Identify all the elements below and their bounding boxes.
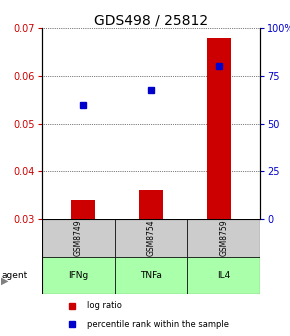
Text: IL4: IL4 <box>217 271 230 280</box>
Bar <box>139 191 163 219</box>
Bar <box>115 256 187 294</box>
Bar <box>187 219 260 256</box>
Bar <box>42 219 115 256</box>
Bar <box>207 38 231 219</box>
Text: GSM8759: GSM8759 <box>219 219 228 256</box>
Bar <box>42 256 115 294</box>
Text: TNFa: TNFa <box>140 271 162 280</box>
Bar <box>71 200 95 219</box>
Text: percentile rank within the sample: percentile rank within the sample <box>87 320 229 329</box>
Text: IFNg: IFNg <box>68 271 88 280</box>
Text: ▶: ▶ <box>1 276 9 286</box>
Text: agent: agent <box>1 271 28 280</box>
Text: log ratio: log ratio <box>87 301 122 310</box>
Bar <box>187 256 260 294</box>
Text: GSM8754: GSM8754 <box>146 219 155 256</box>
Title: GDS498 / 25812: GDS498 / 25812 <box>94 13 208 27</box>
Text: GSM8749: GSM8749 <box>74 219 83 256</box>
Bar <box>115 219 187 256</box>
